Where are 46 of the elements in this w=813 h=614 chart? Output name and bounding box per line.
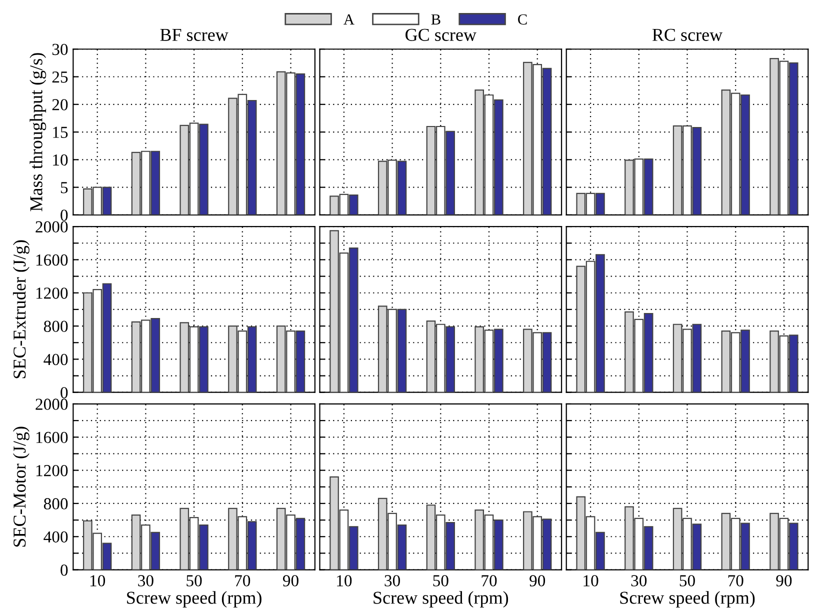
x-tick-label: 50 [680, 575, 695, 586]
x-tick-label: 30 [384, 575, 400, 586]
y-tick-label: 1600 [36, 254, 68, 266]
chart-title: BF screw [160, 28, 228, 41]
x-tick-label: 10 [584, 575, 598, 586]
y-axis-title: SEC-Extruder (J/g) [12, 240, 30, 378]
x-axis-title: Screw speed (rpm) [620, 591, 755, 608]
x-tick-label: 70 [728, 575, 744, 586]
y-tick-label: 15 [53, 126, 68, 138]
chart-title: GC screw [406, 28, 476, 41]
x-tick-label: 70 [482, 575, 497, 586]
x-tick-label: 10 [90, 575, 106, 586]
y-tick-label: 25 [52, 72, 68, 83]
y-tick-label: 1600 [36, 432, 68, 444]
x-tick-label: 70 [235, 575, 250, 586]
y-tick-label: 800 [44, 320, 68, 332]
x-tick-label: 30 [631, 575, 647, 586]
x-tick-label: 50 [433, 575, 448, 586]
y-tick-label: 20 [52, 99, 68, 110]
y-axis-title: SEC-Motor (J/g) [12, 426, 30, 547]
legend-label: C [518, 14, 527, 25]
legend-label: B [431, 14, 440, 24]
y-tick-label: 400 [44, 354, 68, 366]
y-tick-label: 30 [52, 44, 68, 56]
y-tick-label: 1200 [36, 288, 68, 299]
x-tick-label: 90 [776, 575, 792, 586]
x-axis-title: Screw speed (rpm) [127, 591, 262, 608]
y-tick-label: 1200 [36, 465, 68, 476]
x-tick-label: 30 [138, 575, 154, 586]
y-tick-label: 0 [60, 564, 68, 576]
y-tick-label: 400 [44, 531, 68, 543]
y-tick-label: 0 [60, 210, 68, 221]
y-tick-label: 2000 [36, 221, 68, 232]
legend-label: A [344, 14, 354, 24]
x-tick-label: 10 [337, 575, 352, 586]
y-tick-label: 5 [60, 182, 68, 194]
y-axis-title: Mass throughput (g/s) [30, 53, 46, 212]
x-tick-label: 90 [282, 575, 298, 586]
x-axis-title: Screw speed (rpm) [374, 591, 508, 608]
chart-title: RC screw [652, 28, 723, 41]
x-tick-label: 50 [186, 575, 202, 586]
y-tick-label: 2000 [36, 398, 68, 410]
y-tick-label: 0 [60, 387, 68, 398]
y-tick-label: 800 [44, 498, 68, 510]
x-tick-label: 90 [530, 575, 546, 586]
y-tick-label: 10 [53, 154, 68, 166]
